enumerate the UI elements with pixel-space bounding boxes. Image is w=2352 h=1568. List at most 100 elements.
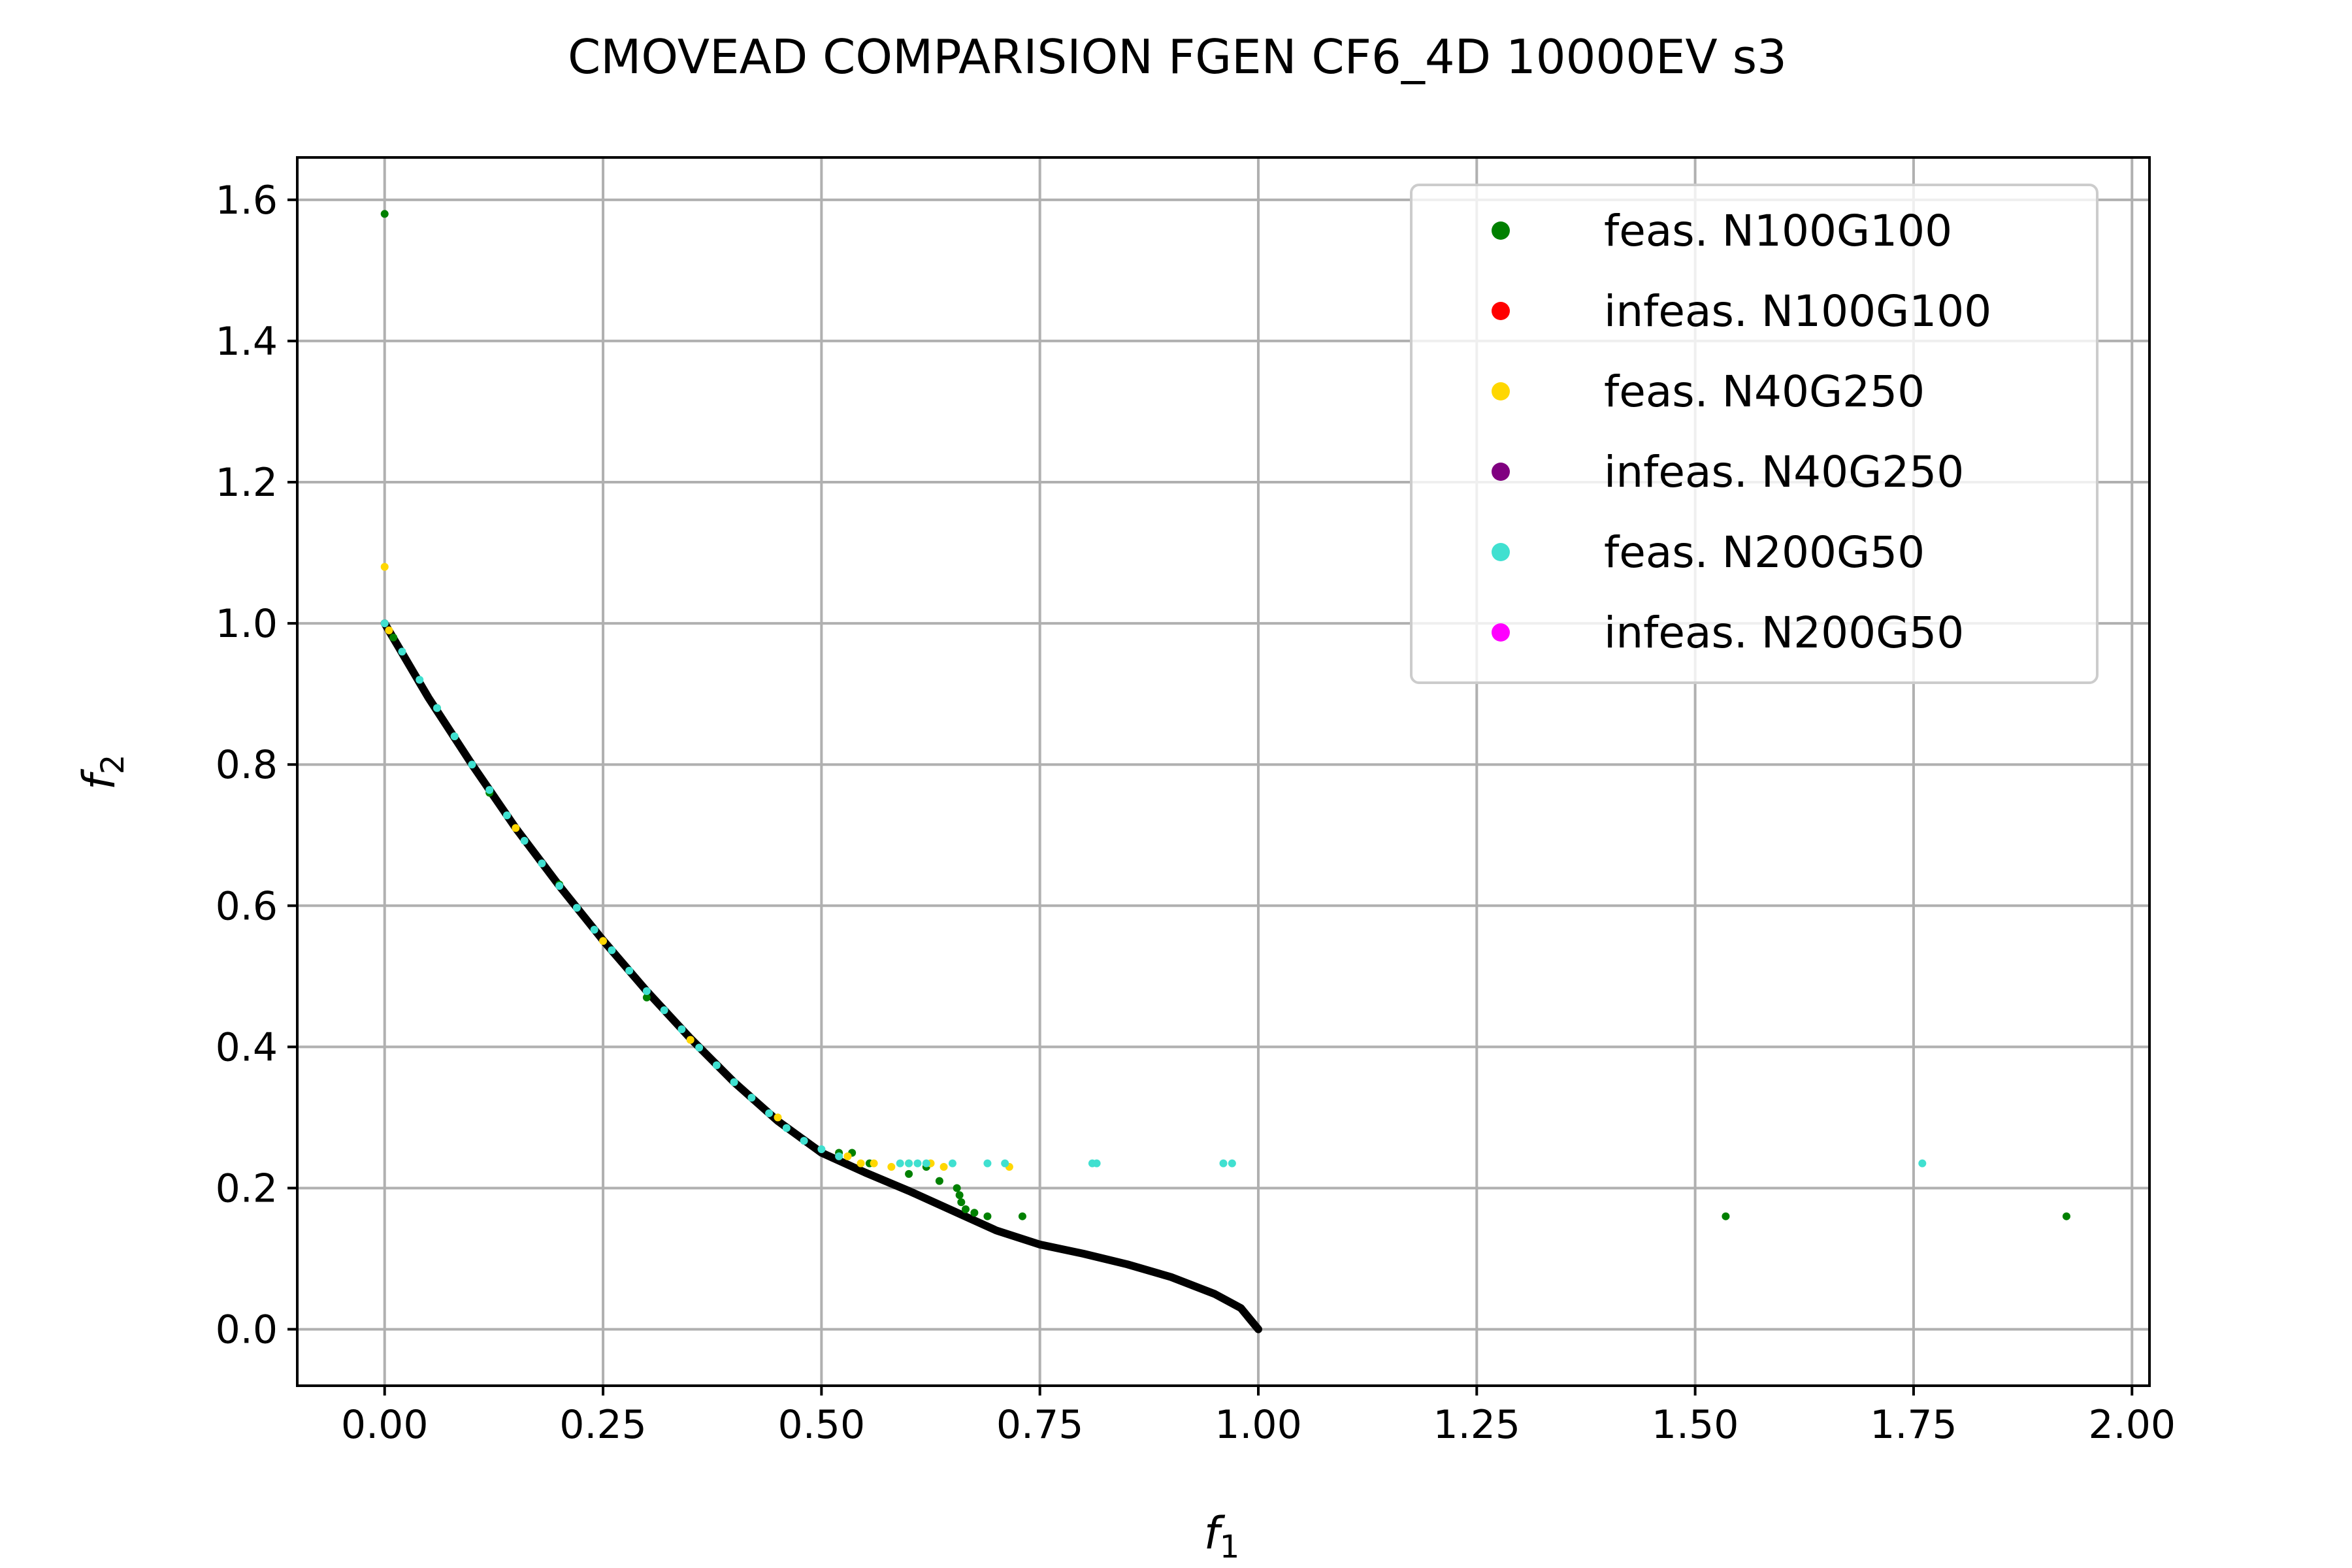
chart-title: CMOVEAD COMPARISION FGEN CF6_4D 10000EV … (568, 29, 1787, 84)
point-series-4 (730, 1078, 738, 1086)
point-series-2 (774, 1113, 782, 1122)
legend-label-1: infeas. N100G100 (1604, 286, 1991, 336)
legend-label-3: infeas. N40G250 (1604, 447, 1964, 497)
point-series-2 (686, 1036, 694, 1044)
point-series-0 (2062, 1212, 2070, 1220)
point-series-4 (905, 1159, 913, 1168)
point-series-2 (857, 1159, 865, 1168)
point-series-4 (642, 987, 651, 996)
point-series-4 (817, 1145, 826, 1154)
point-series-0 (1018, 1212, 1026, 1220)
point-series-4 (1092, 1159, 1101, 1168)
point-series-4 (538, 859, 546, 868)
point-series-4 (782, 1124, 791, 1132)
x-tick-label: 1.25 (1433, 1402, 1521, 1448)
point-series-4 (520, 836, 529, 845)
y-tick-label: 1.6 (216, 178, 278, 223)
point-series-4 (608, 946, 616, 955)
y-tick-label: 0.0 (216, 1307, 278, 1353)
point-series-4 (983, 1159, 992, 1168)
point-series-4 (398, 647, 406, 656)
point-series-4 (695, 1043, 704, 1052)
legend-label-2: feas. N40G250 (1604, 367, 1925, 417)
point-series-0 (955, 1191, 964, 1200)
y-axis-label-sub: 2 (95, 755, 131, 775)
y-tick-label: 0.2 (216, 1166, 278, 1211)
point-series-4 (747, 1094, 756, 1102)
plot-frame (296, 156, 2151, 1387)
point-series-4 (380, 619, 389, 628)
point-series-0 (905, 1169, 913, 1178)
legend-marker-2 (1492, 382, 1510, 400)
point-series-4 (800, 1137, 808, 1145)
point-series-4 (572, 904, 581, 912)
x-tick-label: 1.50 (1652, 1402, 1739, 1448)
x-tick-label: 2.00 (2088, 1402, 2176, 1448)
legend-label-4: feas. N200G50 (1604, 527, 1925, 578)
point-series-4 (450, 732, 459, 740)
point-series-4 (468, 760, 476, 769)
x-tick-label: 0.50 (778, 1402, 866, 1448)
point-series-4 (948, 1159, 956, 1168)
point-series-0 (642, 993, 651, 1002)
y-tick-label: 0.8 (216, 742, 278, 788)
x-axis-label-sub: 1 (1220, 1529, 1240, 1565)
y-tick-label: 0.4 (216, 1024, 278, 1070)
x-tick-label: 1.00 (1215, 1402, 1302, 1448)
point-series-4 (485, 786, 494, 794)
point-series-4 (712, 1061, 721, 1070)
x-tick-label: 1.75 (1870, 1402, 1957, 1448)
axis-ticks: 0.00 0.25 0.50 0.75 1.00 1.25 1.50 1.75 2.00 0.0 0… (216, 178, 2176, 1448)
point-series-4 (433, 704, 441, 712)
point-series-0 (983, 1212, 992, 1220)
legend-label-5: infeas. N200G50 (1604, 608, 1964, 658)
point-series-4 (1228, 1159, 1236, 1168)
point-series-4 (678, 1025, 686, 1034)
y-tick-label: 1.4 (216, 319, 278, 365)
point-series-4 (660, 1006, 668, 1015)
point-series-4 (555, 882, 564, 890)
y-tick-label: 0.6 (216, 883, 278, 929)
point-series-2 (380, 563, 389, 571)
point-series-4 (835, 1152, 843, 1160)
point-series-2 (887, 1163, 896, 1171)
point-series-4 (896, 1159, 904, 1168)
point-series-2 (385, 626, 393, 634)
point-series-4 (416, 676, 424, 684)
pareto-front (380, 619, 1262, 1333)
point-series-0 (1722, 1212, 1730, 1220)
point-series-0 (389, 633, 398, 642)
scatter-points (380, 210, 2070, 1220)
point-series-0 (962, 1205, 970, 1213)
point-series-0 (380, 210, 389, 218)
point-series-4 (765, 1109, 774, 1117)
point-series-2 (843, 1152, 852, 1160)
point-series-0 (970, 1209, 979, 1217)
x-tick-label: 0.25 (559, 1402, 647, 1448)
legend-label-0: feas. N100G100 (1604, 206, 1952, 256)
x-tick-label: 0.00 (341, 1402, 429, 1448)
x-axis-label: f1 (1204, 1508, 1240, 1565)
point-series-4 (1219, 1159, 1228, 1168)
point-series-4 (625, 966, 634, 975)
point-series-4 (1001, 1159, 1009, 1168)
legend-marker-4 (1492, 543, 1510, 561)
point-series-4 (1918, 1159, 1927, 1168)
y-tick-label: 1.2 (216, 460, 278, 506)
legend-marker-3 (1492, 463, 1510, 481)
legend-marker-1 (1492, 302, 1510, 320)
point-series-4 (590, 926, 598, 934)
legend-marker-0 (1492, 221, 1510, 240)
point-series-2 (870, 1159, 878, 1168)
point-series-0 (953, 1184, 961, 1192)
point-series-2 (939, 1163, 948, 1171)
legend: feas. N100G100 infeas. N100G100 feas. N40G… (1410, 184, 2099, 684)
x-tick-label: 0.75 (996, 1402, 1084, 1448)
point-series-0 (935, 1177, 943, 1185)
point-series-0 (957, 1198, 966, 1207)
pareto-front-line (380, 619, 1262, 1333)
legend-marker-5 (1492, 623, 1510, 642)
point-series-2 (599, 937, 608, 945)
point-series-4 (913, 1159, 922, 1168)
